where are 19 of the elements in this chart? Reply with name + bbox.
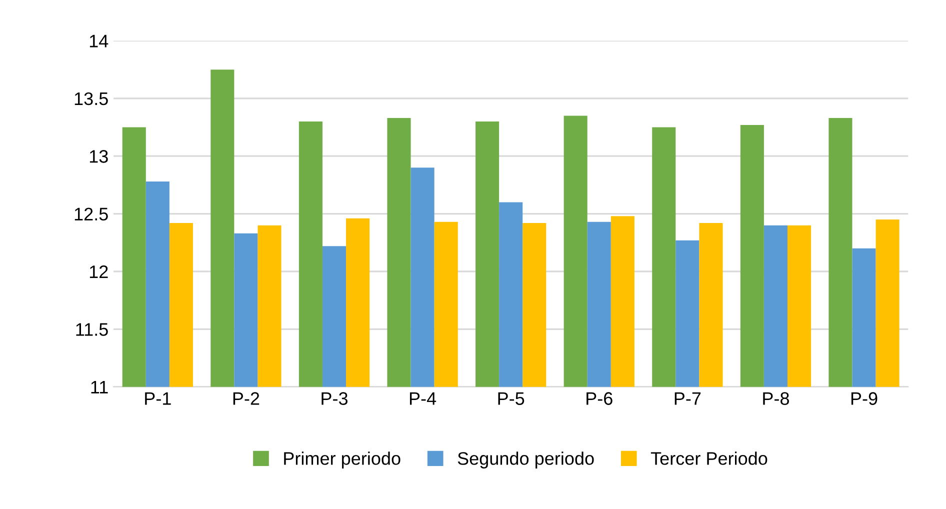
x-tick-label: P-5	[498, 392, 524, 405]
y-tick-label: 11.5	[76, 323, 108, 336]
legend-label: Segundo periodo	[458, 452, 594, 468]
x-tick-label: P-3	[322, 392, 348, 405]
y-tick-label: 12	[90, 265, 108, 278]
y-tick-label: 13	[90, 150, 108, 163]
x-tick-label: P-2	[233, 392, 260, 405]
x-tick-label: P-8	[763, 392, 789, 405]
legend-label: Tercer Periodo	[650, 452, 768, 465]
y-tick-label: 12.5	[74, 208, 108, 220]
x-tick-label: P-4	[410, 392, 436, 405]
y-tick-label: 13.5	[74, 92, 108, 106]
x-tick-label: P-7	[674, 392, 701, 405]
x-tick-label: P-6	[586, 392, 612, 405]
x-tick-label: P-9	[851, 392, 878, 405]
x-tick-label: P-1	[145, 392, 171, 405]
y-tick-label: 14	[90, 34, 108, 48]
legend-label: Primer periodo	[284, 452, 400, 468]
y-tick-label: 11	[91, 380, 108, 394]
